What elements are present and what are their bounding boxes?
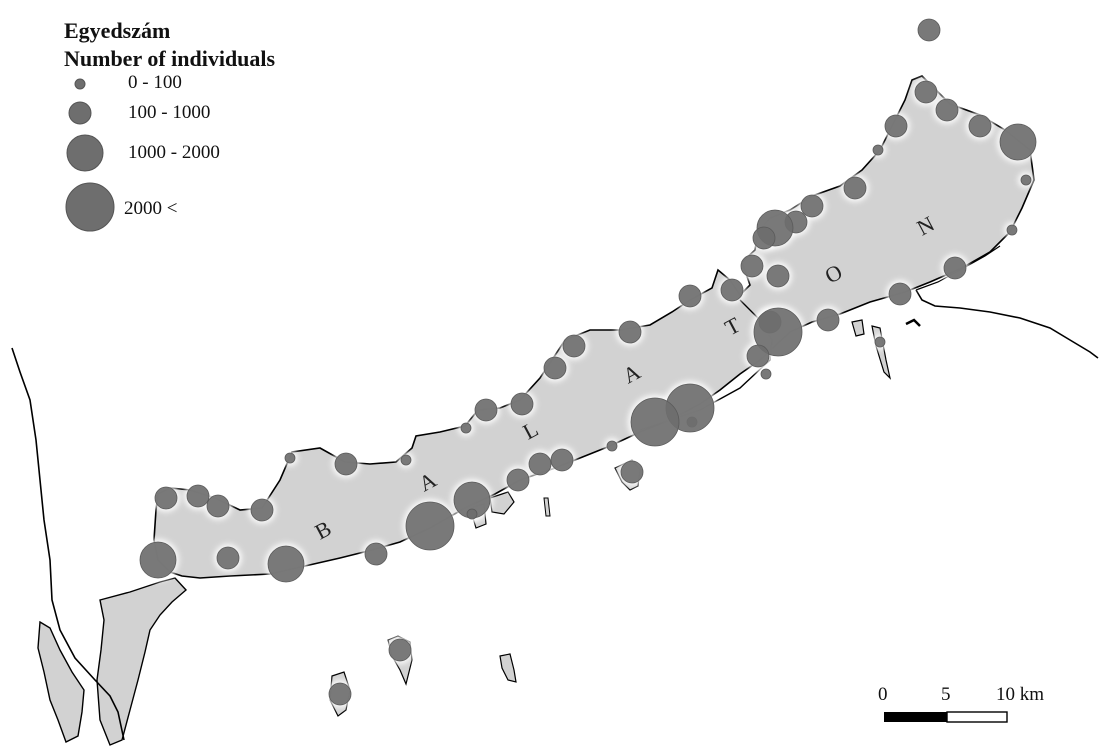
scale-bar-segment-black [884, 712, 947, 722]
count-symbol [800, 194, 824, 218]
count-symbol [740, 254, 764, 278]
count-symbol [364, 542, 388, 566]
island-east-1 [851, 319, 865, 337]
island-east-2 [871, 325, 892, 380]
count-symbol [968, 114, 992, 138]
legend-symbol-2000-plus [65, 182, 115, 232]
legend-label-class-2: 100 - 1000 [128, 102, 211, 123]
river-zala [11, 347, 125, 741]
count-symbol [620, 460, 644, 484]
count-symbol [753, 307, 803, 357]
count-symbol [888, 282, 912, 306]
bird-count-symbols [137, 16, 1039, 708]
count-symbol [935, 98, 959, 122]
count-symbol [543, 356, 567, 380]
count-symbol [328, 682, 352, 706]
count-symbol [843, 176, 867, 200]
scale-label-0: 0 [878, 684, 888, 705]
legend-symbol-100-1000 [68, 101, 92, 125]
marsh-polygon-southwest [37, 620, 85, 743]
count-symbol [562, 334, 586, 358]
river-outflow-east [915, 289, 1099, 359]
legend-label-class-1: 0 - 100 [128, 72, 182, 93]
count-symbol [872, 144, 884, 156]
count-symbol [510, 392, 534, 416]
legend-label-class-4: 2000 < [124, 198, 178, 219]
count-symbol [284, 452, 296, 464]
count-symbol [884, 114, 908, 138]
scale-bar [884, 711, 1008, 723]
count-symbol [606, 440, 618, 452]
count-symbol [1020, 174, 1032, 186]
count-symbol [760, 368, 772, 380]
marsh-polygon-west [96, 577, 188, 746]
count-symbol [874, 336, 886, 348]
count-symbol [630, 397, 680, 447]
count-symbol [618, 320, 642, 344]
count-symbol [816, 308, 840, 332]
count-symbol [250, 498, 274, 522]
legend-title-english: Number of individuals [64, 46, 276, 71]
count-symbol [943, 256, 967, 280]
count-symbol [186, 484, 210, 508]
count-symbol [139, 541, 177, 579]
count-symbol [550, 448, 574, 472]
island-south-3 [499, 653, 517, 683]
legend-title-hungarian: Egyedszám [64, 18, 171, 43]
count-symbol [999, 123, 1037, 161]
legend-symbol-0-100 [74, 78, 86, 90]
island-east-3 [543, 497, 551, 517]
count-symbol [914, 80, 938, 104]
count-symbol [388, 638, 412, 662]
scale-bar-segment-white [946, 711, 1008, 723]
scale-label-5: 5 [941, 684, 951, 705]
count-symbol [917, 18, 941, 42]
count-symbol [400, 454, 412, 466]
count-symbol [267, 545, 305, 583]
legend-symbols [65, 78, 115, 232]
count-symbol [720, 278, 744, 302]
count-symbol [466, 508, 478, 520]
count-symbol [528, 452, 552, 476]
count-symbol [334, 452, 358, 476]
count-symbol [752, 226, 776, 250]
legend-symbol-1000-2000 [66, 134, 104, 172]
count-symbol [216, 546, 240, 570]
count-symbol [206, 494, 230, 518]
island-south-5 [489, 491, 515, 515]
count-symbol [154, 486, 178, 510]
count-symbol [460, 422, 472, 434]
count-symbol [766, 264, 790, 288]
lake-balaton-body [153, 75, 1035, 579]
count-symbol [746, 344, 770, 368]
count-symbol [405, 501, 455, 551]
count-symbol [1006, 224, 1018, 236]
count-symbol [506, 468, 530, 492]
count-symbol [474, 398, 498, 422]
legend-label-class-3: 1000 - 2000 [128, 142, 220, 163]
count-symbol [678, 284, 702, 308]
small-feature-east [905, 318, 921, 327]
scale-label-10-km: 10 km [996, 684, 1045, 705]
